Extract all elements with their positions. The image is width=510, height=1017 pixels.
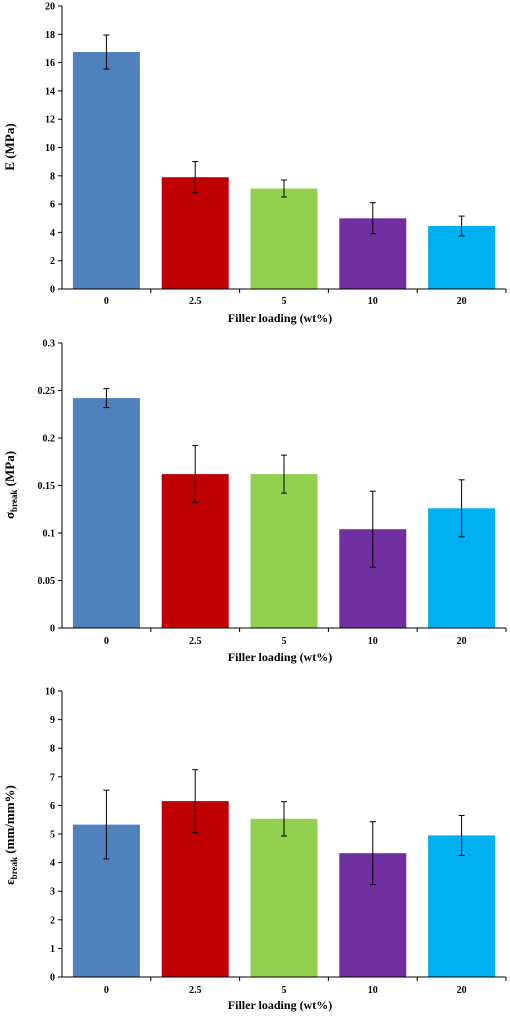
x-tick-label: 2.5: [189, 296, 202, 307]
y-tick-label: 10: [45, 143, 55, 154]
y-tick-label: 6: [50, 801, 55, 812]
plot-area: 0 2.5 5 10 20 0 2 4 6 8 10 12 14 16 18 20: [45, 2, 507, 307]
bar: [72, 398, 140, 628]
x-tick-label: 5: [282, 985, 287, 996]
y-tick-label: 2: [50, 915, 55, 926]
x-tick-label: 10: [368, 636, 378, 647]
bar: [72, 52, 140, 289]
x-tick-label: 20: [457, 985, 467, 996]
y-tick-label: 0.05: [38, 576, 56, 587]
y-axis-label: E (MPa): [2, 123, 17, 170]
x-tick-label: 0: [104, 636, 109, 647]
x-tick-label: 20: [457, 296, 467, 307]
y-tick-label: 0.15: [38, 481, 56, 492]
y-tick-label: 4: [50, 858, 55, 869]
y-tick-label: 0: [50, 285, 55, 296]
y-tick-label: 14: [45, 86, 55, 97]
y-tick-label: 16: [45, 58, 55, 69]
y-tick-label: 18: [45, 30, 55, 41]
x-axis-label: Filler loading (wt%): [228, 998, 332, 1012]
y-axis-label-main: E (MPa): [2, 123, 17, 170]
y-tick-label: 3: [50, 887, 55, 898]
y-tick-label: 5: [50, 830, 55, 841]
y-tick-label: 20: [45, 2, 55, 13]
y-axis-label-unit: (mm/mm%): [2, 785, 17, 857]
x-axis-label: Filler loading (wt%): [228, 311, 332, 325]
y-tick-label: 0: [50, 973, 55, 984]
y-tick-label: 8: [50, 744, 55, 755]
x-tick-label: 10: [368, 985, 378, 996]
plot-area: 0 2.5 5 10 20 0 0.05 0.1 0.15 0.2 0.25 0.3: [38, 339, 507, 647]
y-tick-label: 6: [50, 200, 55, 211]
y-tick-label: 12: [45, 115, 55, 126]
y-axis-label-main: ε: [2, 879, 17, 885]
x-tick-label: 2.5: [189, 985, 202, 996]
y-tick-label: 0.1: [43, 529, 56, 540]
break-strain-chart: 0 2.5 5 10 20 0 1 2 3 4 5 6 7 8 9 10 Filler loading (wt…: [2, 687, 507, 1012]
y-axis-label: εbreak (mm/mm%): [2, 785, 19, 885]
y-axis-label-main: σ: [2, 512, 17, 519]
x-tick-label: 0: [104, 985, 109, 996]
bar: [250, 474, 318, 628]
y-tick-label: 2: [50, 256, 55, 267]
bar: [161, 177, 229, 289]
x-tick-label: 5: [282, 636, 287, 647]
y-tick-label: 10: [45, 687, 55, 698]
bar: [428, 835, 496, 977]
x-tick-label: 5: [282, 296, 287, 307]
modulus-chart: 0 2.5 5 10 20 0 2 4 6 8 10 12 14 16 18 20 Filler loadin…: [2, 2, 507, 325]
y-tick-label: 0.3: [43, 339, 56, 350]
y-tick-label: 0.2: [43, 434, 56, 445]
y-tick-label: 0: [50, 624, 55, 635]
x-tick-label: 20: [457, 636, 467, 647]
y-tick-label: 0.25: [38, 386, 56, 397]
bar: [428, 226, 496, 289]
plot-area: 0 2.5 5 10 20 0 1 2 3 4 5 6 7 8 9 10: [45, 687, 507, 996]
y-tick-label: 7: [50, 772, 55, 783]
y-axis-label-subscript: break: [9, 857, 19, 879]
y-axis-label: σbreak (MPa): [2, 451, 19, 519]
bar: [250, 818, 318, 977]
x-tick-label: 2.5: [189, 636, 202, 647]
x-tick-label: 10: [368, 296, 378, 307]
break-stress-chart: 0 2.5 5 10 20 0 0.05 0.1 0.15 0.2 0.25 0.3 Filler l…: [2, 339, 507, 664]
y-tick-label: 8: [50, 171, 55, 182]
y-axis-label-unit: (MPa): [2, 451, 17, 490]
y-axis-label-subscript: break: [9, 490, 19, 512]
x-axis-label: Filler loading (wt%): [228, 650, 332, 664]
bar: [250, 188, 318, 289]
y-tick-label: 9: [50, 715, 55, 726]
y-tick-label: 1: [50, 944, 55, 955]
x-tick-label: 0: [104, 296, 109, 307]
y-tick-label: 4: [50, 228, 55, 239]
